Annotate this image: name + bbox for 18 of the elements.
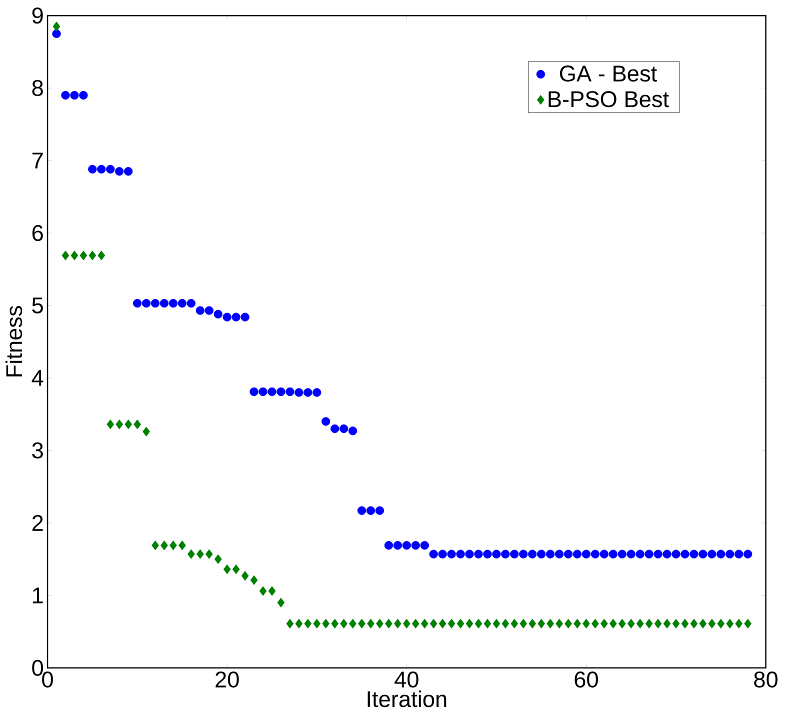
x-tick-label: 20 bbox=[216, 672, 239, 688]
x-tick-label: 80 bbox=[754, 672, 778, 688]
y-tick-label: 9 bbox=[32, 8, 43, 24]
y-tick-label: 8 bbox=[32, 80, 43, 96]
y-axis-title: Fitness bbox=[5, 306, 22, 377]
x-tick-label: 40 bbox=[394, 672, 418, 688]
legend-label: GA - Best bbox=[560, 66, 657, 82]
y-tick-label: 3 bbox=[32, 442, 43, 459]
x-tick-label: 60 bbox=[574, 672, 598, 688]
y-tick-label: 4 bbox=[32, 370, 44, 386]
y-tick-label: 7 bbox=[32, 152, 43, 168]
y-tick-label: 0 bbox=[32, 660, 43, 676]
legend-label: B-PSO Best bbox=[548, 91, 669, 108]
x-axis-title: Iteration bbox=[368, 690, 446, 708]
y-tick-label: 6 bbox=[32, 225, 43, 242]
y-tick-label: 5 bbox=[32, 298, 43, 314]
y-tick-label: 2 bbox=[32, 515, 43, 531]
y-tick-label: 1 bbox=[33, 588, 43, 604]
